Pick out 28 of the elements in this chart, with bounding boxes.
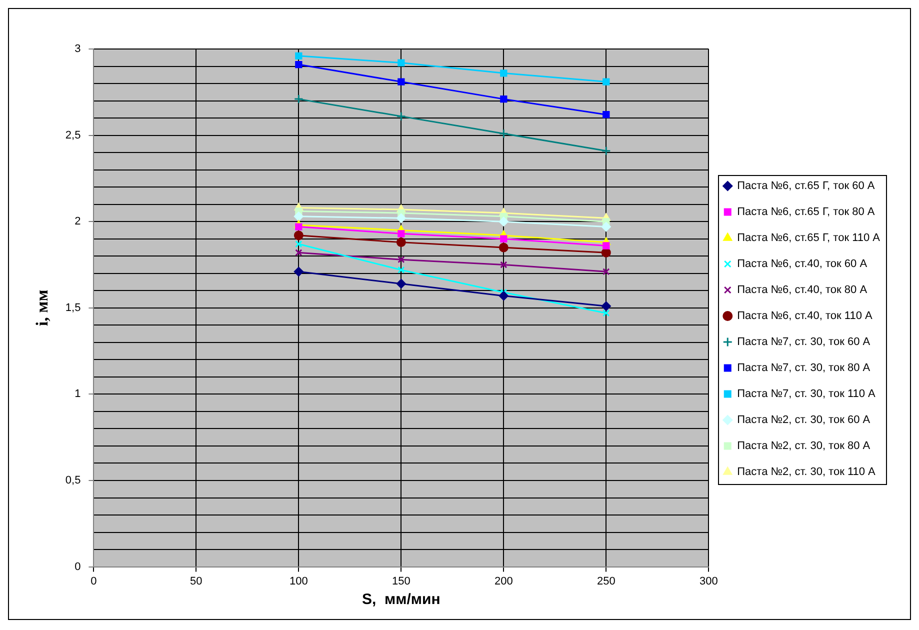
y-tick-label: 1,5 — [65, 302, 81, 314]
legend-label: Паста №6, ст.65 Г, ток 110 А — [737, 232, 881, 244]
y-tick-label: 0 — [74, 560, 81, 573]
legend-label: Паста №6, ст.65 Г, ток 80 А — [737, 206, 876, 218]
x-tick-label: 100 — [289, 575, 308, 588]
x-tick-label: 250 — [596, 575, 616, 588]
legend-label: Паста №2, ст. 30, ток 80 А — [737, 440, 871, 452]
x-tick-label: 200 — [494, 575, 513, 588]
x-tick-label: 50 — [190, 575, 202, 588]
legend-label: Паста №6, ст.40, ток 110 А — [737, 310, 873, 322]
legend-label: Паста №7, ст. 30, ток 60 А — [737, 336, 871, 348]
y-axis-title: i, мм — [32, 289, 52, 326]
y-tick-label: 1 — [74, 388, 81, 400]
legend-label: Паста №7, ст. 30, ток 110 А — [737, 388, 876, 400]
legend-label: Паста №2, ст. 30, ток 110 А — [737, 466, 876, 478]
legend-label: Паста №6, ст.40, ток 60 А — [737, 258, 868, 270]
legend-label: Паста №6, ст.40, ток 80 А — [737, 284, 868, 296]
legend-label: Паста №7, ст. 30, ток 80 А — [737, 362, 871, 374]
legend-label: Паста №2, ст. 30, ток 60 А — [737, 414, 871, 426]
x-axis-title: S, мм/мин — [362, 591, 440, 608]
legend-label: Паста №6, ст.65 Г, ток 60 А — [737, 180, 876, 192]
y-tick-label: 2 — [74, 216, 81, 228]
y-tick-label: 0,5 — [65, 474, 81, 487]
x-tick-label: 300 — [699, 575, 718, 588]
y-tick-label: 2,5 — [65, 129, 81, 142]
x-tick-label: 0 — [90, 575, 97, 588]
y-tick-label: 3 — [74, 43, 81, 56]
x-tick-label: 150 — [392, 575, 410, 588]
